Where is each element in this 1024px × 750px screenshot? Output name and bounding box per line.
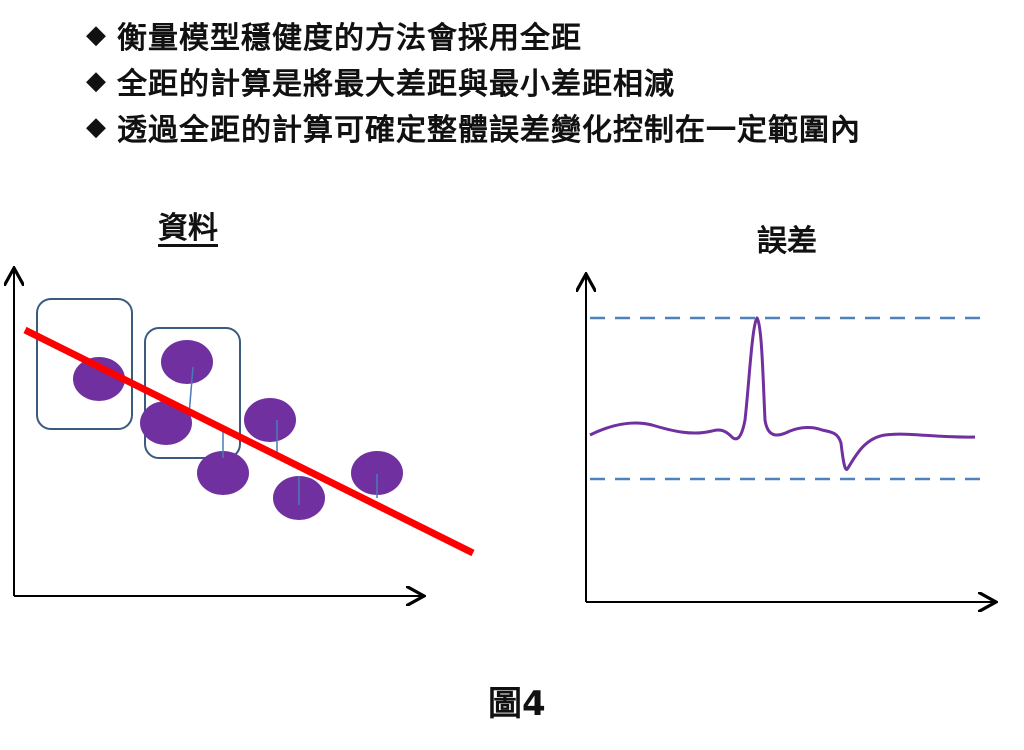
regression-line: [23, 326, 475, 557]
error-panel-title: 誤差: [757, 224, 817, 259]
figure-caption: 圖4: [488, 684, 546, 724]
data-panel-title: 資料: [158, 211, 218, 246]
data-point: [73, 357, 125, 401]
diamond-icon: ◆: [86, 20, 107, 50]
bullet-text: 透過全距的計算可確定整體誤差變化控制在一定範圍內: [117, 113, 861, 148]
diamond-icon: ◆: [86, 112, 107, 142]
data-panel: [14, 270, 475, 596]
error-curve: [589, 316, 976, 471]
error-panel: [586, 276, 994, 602]
diamond-icon: ◆: [86, 66, 107, 96]
bullet-item: ◆ 透過全距的計算可確定整體誤差變化控制在一定範圍內: [86, 104, 861, 150]
bullet-text: 衡量模型穩健度的方法會採用全距: [117, 21, 582, 56]
residual-line: [188, 366, 194, 416]
data-point: [161, 340, 213, 384]
data-point: [197, 451, 249, 495]
group-box: [36, 298, 133, 430]
bullet-item: ◆ 衡量模型穩健度的方法會採用全距: [86, 12, 861, 58]
data-point: [351, 451, 403, 495]
data-point: [244, 398, 296, 442]
bullet-item: ◆ 全距的計算是將最大差距與最小差距相減: [86, 58, 861, 104]
bullet-list: ◆ 衡量模型穩健度的方法會採用全距 ◆ 全距的計算是將最大差距與最小差距相減 ◆…: [86, 12, 861, 150]
bullet-text: 全距的計算是將最大差距與最小差距相減: [117, 67, 675, 102]
data-point: [140, 401, 192, 445]
